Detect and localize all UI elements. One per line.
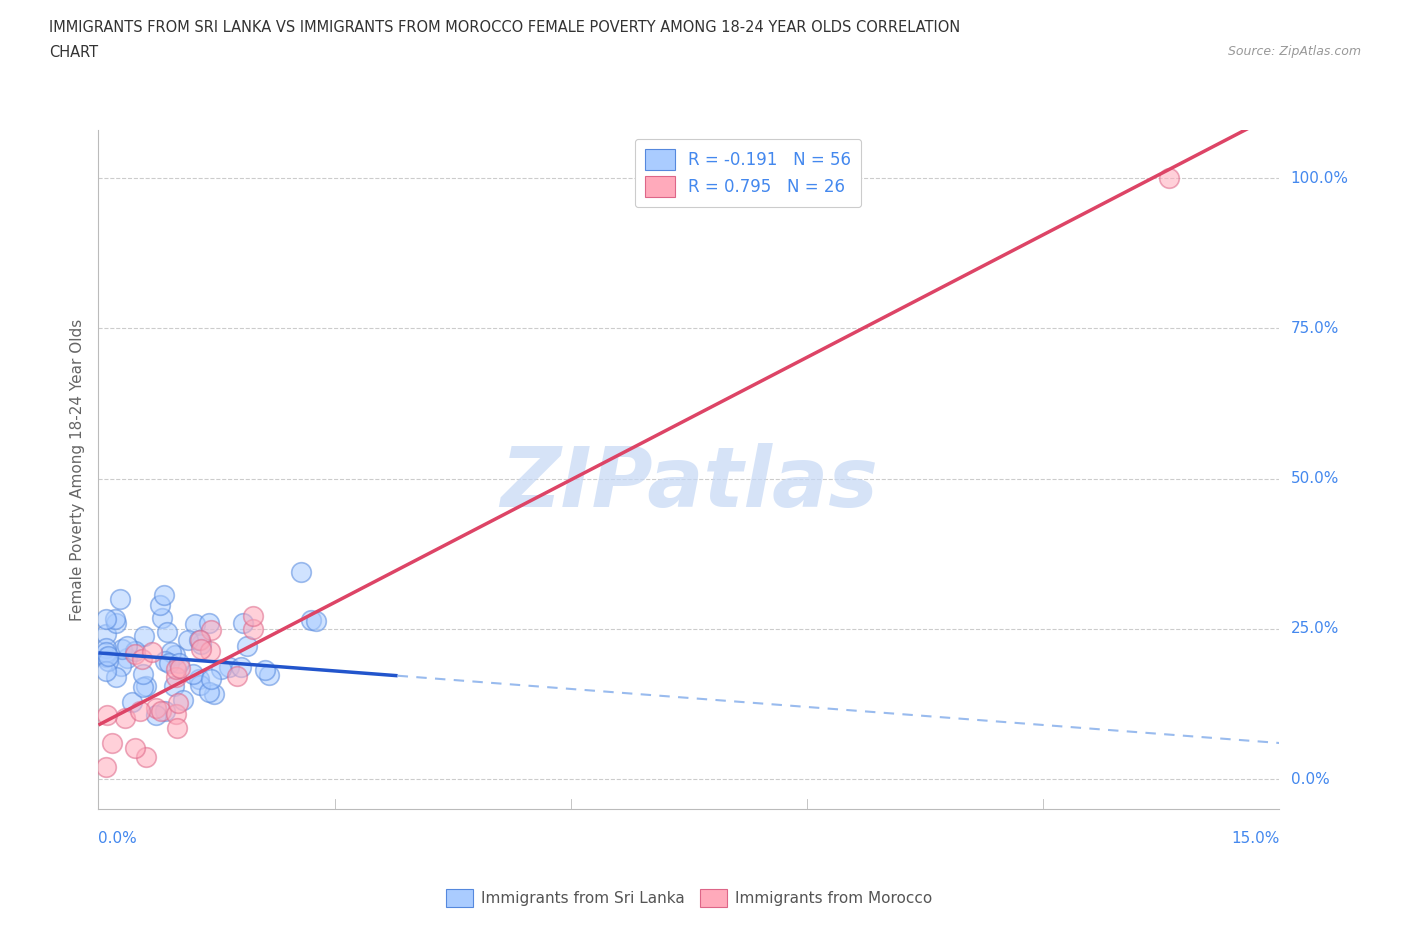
Point <box>124 740 146 755</box>
Point <box>96 663 118 678</box>
Point <box>110 658 132 673</box>
Point <box>153 704 176 719</box>
Text: CHART: CHART <box>49 45 98 60</box>
Point <box>169 660 191 675</box>
Point <box>105 616 128 631</box>
Point <box>145 701 167 716</box>
Point <box>200 622 222 637</box>
Point <box>153 654 176 669</box>
Point <box>145 708 167 723</box>
Point <box>200 671 222 686</box>
Text: 75.0%: 75.0% <box>1291 321 1339 336</box>
Point <box>165 648 187 663</box>
Point <box>202 687 225 702</box>
Point <box>149 598 172 613</box>
Point <box>131 652 153 667</box>
Point <box>172 693 194 708</box>
Point <box>188 632 211 647</box>
Point <box>231 659 253 674</box>
Point <box>290 565 312 579</box>
Y-axis label: Female Poverty Among 18-24 Year Olds: Female Poverty Among 18-24 Year Olds <box>69 318 84 621</box>
Point <box>132 680 155 695</box>
Point <box>242 608 264 623</box>
Point <box>187 632 209 647</box>
Legend: R = -0.191   N = 56, R = 0.795   N = 26: R = -0.191 N = 56, R = 0.795 N = 26 <box>636 139 860 207</box>
Point <box>177 632 200 647</box>
Point <box>97 649 120 664</box>
Point <box>96 645 118 660</box>
Point <box>218 660 240 675</box>
Point <box>100 736 122 751</box>
Point <box>181 667 204 682</box>
Point <box>96 649 118 664</box>
Point <box>115 651 138 666</box>
Text: Source: ZipAtlas.com: Source: ZipAtlas.com <box>1227 45 1361 58</box>
Point <box>209 662 232 677</box>
Point <box>135 750 157 764</box>
Point <box>156 625 179 640</box>
Point <box>165 661 187 676</box>
Point <box>153 588 176 603</box>
Text: 15.0%: 15.0% <box>1232 831 1279 846</box>
Point <box>131 666 153 681</box>
Point <box>114 711 136 725</box>
Point <box>124 644 146 658</box>
Text: 25.0%: 25.0% <box>1291 621 1339 636</box>
Point <box>132 629 155 644</box>
Point <box>150 611 173 626</box>
Point <box>129 703 152 718</box>
Point <box>167 656 190 671</box>
Point <box>236 638 259 653</box>
Text: 0.0%: 0.0% <box>98 831 138 846</box>
Text: IMMIGRANTS FROM SRI LANKA VS IMMIGRANTS FROM MOROCCO FEMALE POVERTY AMONG 18-24 : IMMIGRANTS FROM SRI LANKA VS IMMIGRANTS … <box>49 20 960 35</box>
Point <box>299 613 322 628</box>
Point <box>97 653 120 668</box>
Text: ZIPatlas: ZIPatlas <box>501 443 877 524</box>
Point <box>104 612 127 627</box>
Point <box>96 626 118 641</box>
Point <box>166 721 188 736</box>
Point <box>190 642 212 657</box>
Point <box>111 642 134 657</box>
Point <box>200 644 222 658</box>
Text: 100.0%: 100.0% <box>1291 171 1348 186</box>
Point <box>198 616 221 631</box>
Point <box>225 669 247 684</box>
Point <box>184 617 207 631</box>
Point <box>188 677 211 692</box>
Point <box>96 708 118 723</box>
Point <box>305 614 328 629</box>
Point <box>124 646 146 661</box>
Point <box>135 679 157 694</box>
Point <box>160 644 183 659</box>
Point <box>96 611 118 626</box>
Point <box>187 671 209 686</box>
Point <box>166 696 188 711</box>
Point <box>1159 171 1181 186</box>
Point <box>96 641 118 656</box>
Text: 50.0%: 50.0% <box>1291 472 1339 486</box>
Point <box>242 621 264 636</box>
Point <box>165 670 187 684</box>
Point <box>165 707 187 722</box>
Point <box>104 670 127 684</box>
Point <box>121 695 143 710</box>
Point <box>115 638 138 653</box>
Text: 0.0%: 0.0% <box>1291 772 1329 787</box>
Point <box>141 644 163 659</box>
Point <box>157 656 180 671</box>
Point <box>257 668 280 683</box>
Point <box>108 592 131 607</box>
Point <box>96 760 118 775</box>
Point <box>150 703 173 718</box>
Point <box>162 679 184 694</box>
Legend: Immigrants from Sri Lanka, Immigrants from Morocco: Immigrants from Sri Lanka, Immigrants fr… <box>440 884 938 913</box>
Point <box>197 684 219 699</box>
Point <box>254 662 277 677</box>
Point <box>232 615 254 630</box>
Point <box>190 637 212 652</box>
